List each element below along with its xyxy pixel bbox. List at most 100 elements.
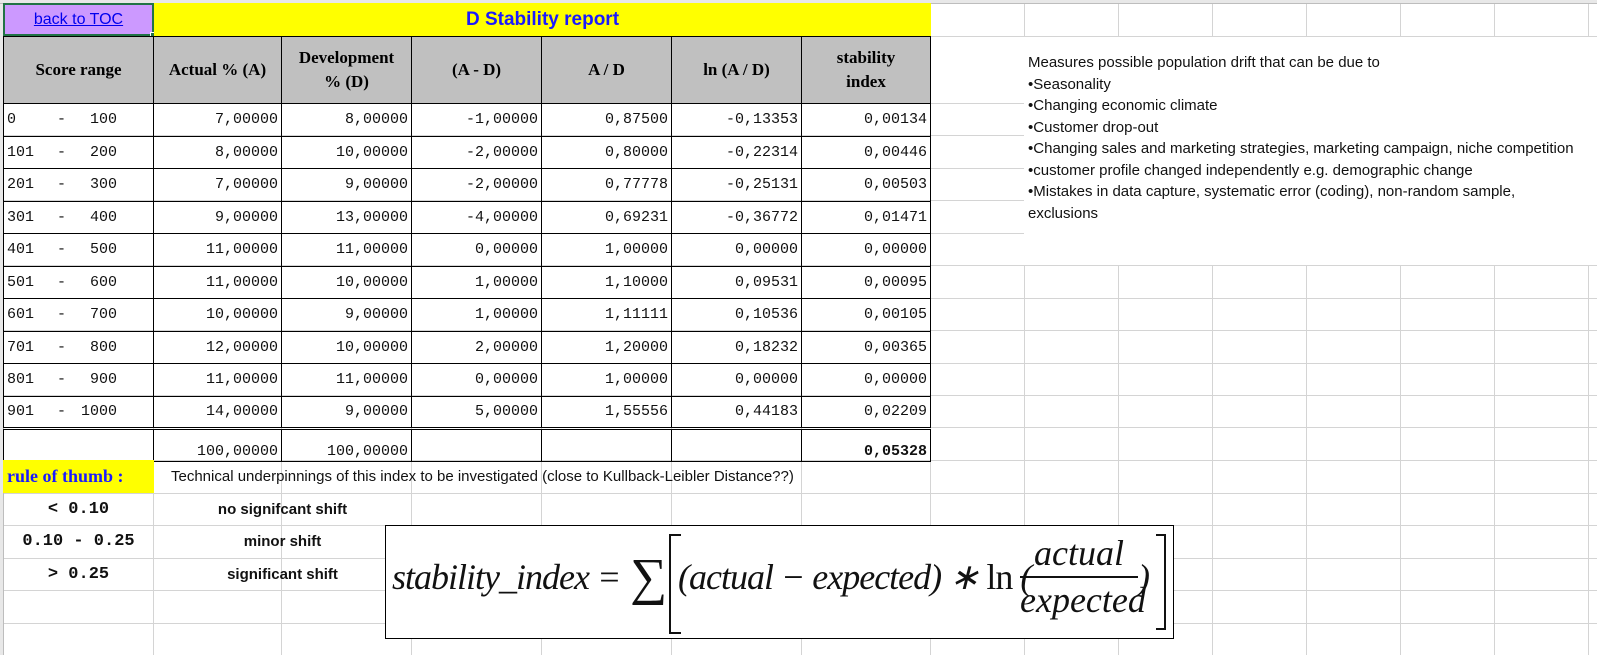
development-cell[interactable]: 8,00000	[281, 103, 412, 137]
col-header-stability-index: stability index	[801, 36, 931, 104]
actual-cell[interactable]: 9,00000	[153, 200, 282, 234]
score-range-cell[interactable]: 401 - 500	[3, 233, 154, 267]
range-separator: -	[57, 306, 67, 324]
stability-index-cell[interactable]: 0,00105	[801, 298, 931, 332]
ratio-cell[interactable]: 0,69231	[541, 200, 672, 234]
ln-ratio-cell[interactable]: -0,13353	[671, 103, 802, 137]
diff-cell[interactable]: -1,00000	[411, 103, 542, 137]
ln-ratio-cell[interactable]: 0,00000	[671, 363, 802, 397]
diff-cell[interactable]: 5,00000	[411, 395, 542, 430]
total-ratio-cell[interactable]	[541, 428, 672, 462]
diff-cell[interactable]: -2,00000	[411, 168, 542, 202]
ln-ratio-cell[interactable]: -0,36772	[671, 200, 802, 234]
ratio-cell[interactable]: 1,11111	[541, 298, 672, 332]
total-ln-cell[interactable]	[671, 428, 802, 462]
ratio-cell[interactable]: 1,20000	[541, 330, 672, 364]
stability-index-cell[interactable]: 0,00503	[801, 168, 931, 202]
development-cell[interactable]: 11,00000	[281, 363, 412, 397]
development-cell[interactable]: 13,00000	[281, 200, 412, 234]
diff-cell[interactable]: 2,00000	[411, 330, 542, 364]
actual-cell[interactable]: 7,00000	[153, 103, 282, 137]
score-range-cell[interactable]: 801 - 900	[3, 363, 154, 397]
total-development[interactable]: 100,00000	[281, 428, 412, 462]
diff-cell[interactable]: -2,00000	[411, 135, 542, 169]
range-from: 801	[7, 371, 35, 389]
development-cell[interactable]: 11,00000	[281, 233, 412, 267]
range-from: 601	[7, 306, 35, 324]
range-separator: -	[57, 241, 67, 259]
score-range-cell[interactable]: 101 - 200	[3, 135, 154, 169]
ln-ratio-cell[interactable]: 0,18232	[671, 330, 802, 364]
development-cell[interactable]: 10,00000	[281, 265, 412, 299]
kl-distance-note: Technical underpinnings of this index to…	[171, 468, 794, 485]
ln-ratio-cell[interactable]: 0,44183	[671, 395, 802, 430]
description-box: Measures possible population drift that …	[1028, 52, 1588, 224]
ratio-cell[interactable]: 0,87500	[541, 103, 672, 137]
stability-index-cell[interactable]: 0,00000	[801, 363, 931, 397]
range-to: 800	[89, 338, 117, 356]
score-range-cell[interactable]: 0 - 100	[3, 103, 154, 137]
actual-cell[interactable]: 7,00000	[153, 168, 282, 202]
ratio-cell[interactable]: 0,77778	[541, 168, 672, 202]
range-from: 201	[7, 176, 35, 194]
score-range-cell[interactable]: 301 - 400	[3, 200, 154, 234]
ratio-cell[interactable]: 1,00000	[541, 363, 672, 397]
range-separator: -	[57, 176, 67, 194]
actual-cell[interactable]: 14,00000	[153, 395, 282, 430]
range-separator: -	[57, 371, 67, 389]
table-row: 501-600 11,00000 10,00000 1,00000 1,10000 0,0…	[3, 265, 931, 299]
diff-cell[interactable]: 0,00000	[411, 363, 542, 397]
actual-cell[interactable]: 11,00000	[153, 363, 282, 397]
ratio-cell[interactable]: 0,80000	[541, 135, 672, 169]
ratio-cell[interactable]: 1,55556	[541, 395, 672, 430]
stability-index-cell[interactable]: 0,00134	[801, 103, 931, 137]
description-item: Seasonality	[1028, 74, 1588, 96]
total-stability-index[interactable]: 0,05328	[801, 428, 931, 462]
formula-middle: (actual − expected) ∗ ln (	[678, 557, 1032, 597]
diff-cell[interactable]: -4,00000	[411, 200, 542, 234]
col-header-ratio: A / D	[541, 36, 672, 104]
table-row: 401-500 11,00000 11,00000 0,00000 1,00000 0,0…	[3, 233, 931, 267]
actual-cell[interactable]: 11,00000	[153, 265, 282, 299]
score-range-cell[interactable]: 501 - 600	[3, 265, 154, 299]
back-to-toc-link[interactable]: back to TOC	[33, 10, 124, 28]
stability-index-cell[interactable]: 0,01471	[801, 200, 931, 234]
score-range-cell[interactable]: 901 -1000	[3, 395, 154, 430]
stability-index-cell[interactable]: 0,02209	[801, 395, 931, 430]
stability-index-formula[interactable]: stability_index = ∑ (actual − expected) …	[385, 525, 1174, 639]
score-range-cell[interactable]: 601 - 700	[3, 298, 154, 332]
stability-index-cell[interactable]: 0,00446	[801, 135, 931, 169]
diff-cell[interactable]: 0,00000	[411, 233, 542, 267]
diff-cell[interactable]: 1,00000	[411, 265, 542, 299]
diff-cell[interactable]: 1,00000	[411, 298, 542, 332]
ln-ratio-cell[interactable]: -0,22314	[671, 135, 802, 169]
range-from: 701	[7, 338, 35, 356]
score-range-cell[interactable]: 701 - 800	[3, 330, 154, 364]
report-title: D Stability report	[154, 3, 931, 36]
development-cell[interactable]: 9,00000	[281, 168, 412, 202]
ln-ratio-cell[interactable]: -0,25131	[671, 168, 802, 202]
actual-cell[interactable]: 11,00000	[153, 233, 282, 267]
development-cell[interactable]: 10,00000	[281, 330, 412, 364]
development-cell[interactable]: 10,00000	[281, 135, 412, 169]
development-cell[interactable]: 9,00000	[281, 298, 412, 332]
actual-cell[interactable]: 10,00000	[153, 298, 282, 332]
back-to-toc-cell[interactable]: back to TOC	[3, 3, 154, 36]
total-actual[interactable]: 100,00000	[153, 428, 282, 462]
ratio-cell[interactable]: 1,00000	[541, 233, 672, 267]
actual-cell[interactable]: 8,00000	[153, 135, 282, 169]
totals-label-cell[interactable]	[3, 428, 154, 462]
ln-ratio-cell[interactable]: 0,00000	[671, 233, 802, 267]
stability-index-cell[interactable]: 0,00095	[801, 265, 931, 299]
ln-ratio-cell[interactable]: 0,09531	[671, 265, 802, 299]
stability-index-cell[interactable]: 0,00000	[801, 233, 931, 267]
stability-index-cell[interactable]: 0,00365	[801, 330, 931, 364]
range-from: 0	[7, 111, 17, 129]
development-cell[interactable]: 9,00000	[281, 395, 412, 430]
total-diff-cell[interactable]	[411, 428, 542, 462]
score-range-cell[interactable]: 201 - 300	[3, 168, 154, 202]
ratio-cell[interactable]: 1,10000	[541, 265, 672, 299]
ln-ratio-cell[interactable]: 0,10536	[671, 298, 802, 332]
sigma-icon: ∑	[630, 549, 668, 606]
actual-cell[interactable]: 12,00000	[153, 330, 282, 364]
